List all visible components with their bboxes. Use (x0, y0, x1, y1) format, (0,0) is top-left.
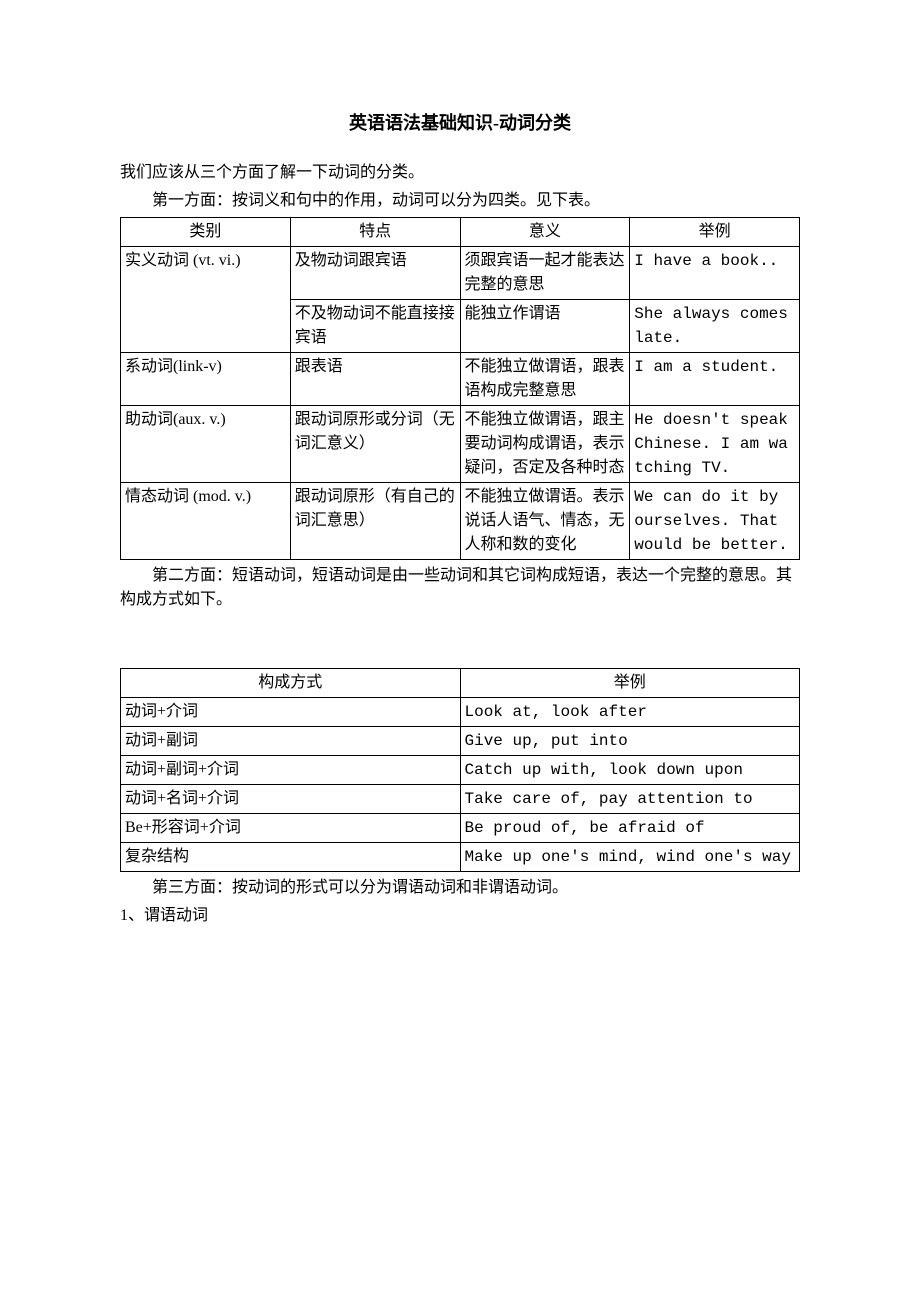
table-row: 助动词(aux. v.) 跟动词原形或分词（无词汇意义） 不能独立做谓语，跟主要… (121, 406, 800, 483)
table1-h1: 类别 (121, 218, 291, 247)
page-title: 英语语法基础知识-动词分类 (120, 110, 800, 137)
table-row: 实义动词 (vt. vi.) 及物动词跟宾语 须跟宾语一起才能表达完整的意思 I… (121, 247, 800, 300)
cell: Look at, look after (460, 698, 800, 727)
cell: Be proud of, be afraid of (460, 814, 800, 843)
cell: 跟动词原形（有自己的词汇意思） (290, 483, 460, 560)
section3-sub1: 1、谓语动词 (120, 904, 800, 928)
table-row: 动词+副词 Give up, put into (121, 727, 800, 756)
table-row: 动词+名词+介词 Take care of, pay attention to (121, 785, 800, 814)
table-row: Be+形容词+介词 Be proud of, be afraid of (121, 814, 800, 843)
table-row: 动词+副词+介词 Catch up with, look down upon (121, 756, 800, 785)
cell: I have a book.. (630, 247, 800, 300)
section1-intro: 第一方面：按词义和句中的作用，动词可以分为四类。见下表。 (120, 189, 800, 213)
table1-h4: 举例 (630, 218, 800, 247)
cell: 跟表语 (290, 353, 460, 406)
cell: 不能独立做谓语，跟主要动词构成谓语，表示疑问，否定及各种时态 (460, 406, 630, 483)
section3-intro: 第三方面：按动词的形式可以分为谓语动词和非谓语动词。 (120, 876, 800, 900)
table2-h1: 构成方式 (121, 669, 461, 698)
cell: 不及物动词不能直接接宾语 (290, 300, 460, 353)
cell: 跟动词原形或分词（无词汇意义） (290, 406, 460, 483)
table-row: 复杂结构 Make up one's mind, wind one's way (121, 843, 800, 872)
cell: Make up one's mind, wind one's way (460, 843, 800, 872)
cell: He doesn't speak Chinese. I am watching … (630, 406, 800, 483)
table2-h2: 举例 (460, 669, 800, 698)
cell: I am a student. (630, 353, 800, 406)
table1-h2: 特点 (290, 218, 460, 247)
cell: 动词+介词 (121, 698, 461, 727)
cell: Catch up with, look down upon (460, 756, 800, 785)
cell: We can do it by ourselves. That would be… (630, 483, 800, 560)
table-row: 情态动词 (mod. v.) 跟动词原形（有自己的词汇意思） 不能独立做谓语。表… (121, 483, 800, 560)
spacer (120, 616, 800, 664)
cell: 实义动词 (vt. vi.) (121, 247, 291, 300)
cell: 及物动词跟宾语 (290, 247, 460, 300)
document-page: 英语语法基础知识-动词分类 我们应该从三个方面了解一下动词的分类。 第一方面：按… (0, 0, 920, 1298)
cell: 不能独立做谓语，跟表语构成完整意思 (460, 353, 630, 406)
cell: 能独立作谓语 (460, 300, 630, 353)
cell: 不能独立做谓语。表示说话人语气、情态，无人称和数的变化 (460, 483, 630, 560)
cell: She always comes late. (630, 300, 800, 353)
cell: 动词+名词+介词 (121, 785, 461, 814)
cell: Take care of, pay attention to (460, 785, 800, 814)
cell: 情态动词 (mod. v.) (121, 483, 291, 560)
intro-paragraph: 我们应该从三个方面了解一下动词的分类。 (120, 161, 800, 185)
cell: 须跟宾语一起才能表达完整的意思 (460, 247, 630, 300)
table-header-row: 构成方式 举例 (121, 669, 800, 698)
table-row: 不及物动词不能直接接宾语 能独立作谓语 She always comes lat… (121, 300, 800, 353)
table1-h3: 意义 (460, 218, 630, 247)
cell (121, 300, 291, 353)
section2-intro: 第二方面：短语动词，短语动词是由一些动词和其它词构成短语，表达一个完整的意思。其… (120, 564, 800, 612)
cell: 系动词(link-v) (121, 353, 291, 406)
cell: 动词+副词+介词 (121, 756, 461, 785)
table-header-row: 类别 特点 意义 举例 (121, 218, 800, 247)
cell: 动词+副词 (121, 727, 461, 756)
cell: Give up, put into (460, 727, 800, 756)
table1: 类别 特点 意义 举例 实义动词 (vt. vi.) 及物动词跟宾语 须跟宾语一… (120, 217, 800, 560)
table-row: 系动词(link-v) 跟表语 不能独立做谓语，跟表语构成完整意思 I am a… (121, 353, 800, 406)
cell: 复杂结构 (121, 843, 461, 872)
cell: 助动词(aux. v.) (121, 406, 291, 483)
table2: 构成方式 举例 动词+介词 Look at, look after 动词+副词 … (120, 668, 800, 872)
table-row: 动词+介词 Look at, look after (121, 698, 800, 727)
cell: Be+形容词+介词 (121, 814, 461, 843)
